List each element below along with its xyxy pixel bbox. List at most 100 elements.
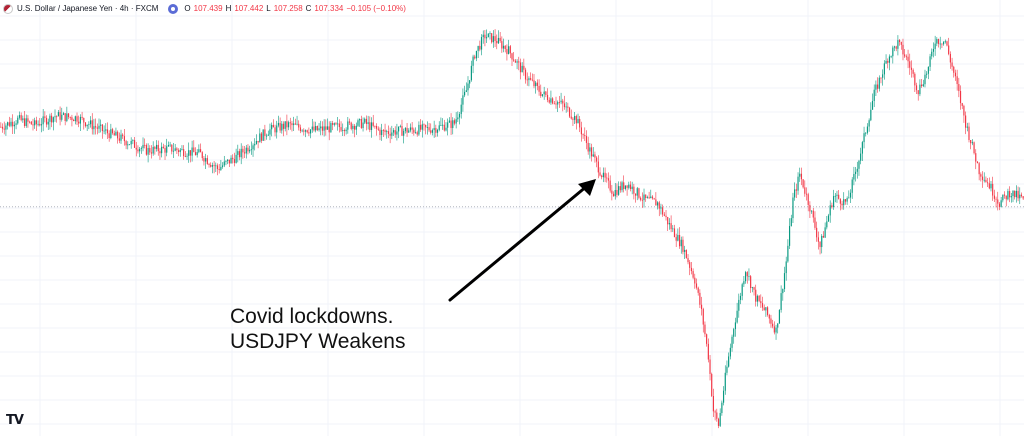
candle-up[interactable]	[79, 116, 81, 124]
candle-up[interactable]	[462, 95, 464, 105]
candle-up[interactable]	[787, 245, 789, 262]
candle-up[interactable]	[926, 73, 928, 75]
candle-down[interactable]	[44, 116, 46, 118]
candle-down[interactable]	[802, 179, 804, 188]
candle-down[interactable]	[993, 195, 995, 199]
candle-up[interactable]	[103, 130, 105, 132]
candle-down[interactable]	[3, 128, 5, 130]
candle-up[interactable]	[225, 160, 227, 162]
candle-up[interactable]	[448, 120, 450, 123]
candle-up[interactable]	[1000, 200, 1002, 207]
candle-down[interactable]	[91, 120, 93, 130]
candle-up[interactable]	[304, 130, 307, 132]
candle-up[interactable]	[296, 123, 298, 125]
candle-down[interactable]	[389, 133, 391, 136]
candle-down[interactable]	[760, 301, 762, 304]
candle-up[interactable]	[897, 40, 899, 49]
candle-down[interactable]	[228, 159, 230, 164]
candle-down[interactable]	[839, 198, 841, 204]
candle-up[interactable]	[643, 194, 645, 201]
candle-down[interactable]	[795, 189, 797, 191]
candle-up[interactable]	[22, 118, 24, 121]
candle-down[interactable]	[609, 180, 611, 191]
candle-up[interactable]	[943, 41, 945, 45]
candle-up[interactable]	[729, 347, 731, 357]
candle-up[interactable]	[223, 161, 225, 166]
candle-up[interactable]	[40, 124, 43, 126]
candle-down[interactable]	[665, 215, 667, 218]
candle-up[interactable]	[128, 144, 131, 146]
candle-down[interactable]	[611, 190, 613, 194]
candle-up[interactable]	[49, 115, 51, 122]
candle-down[interactable]	[242, 148, 244, 153]
candle-down[interactable]	[350, 122, 352, 129]
candle-down[interactable]	[998, 203, 1001, 207]
candle-down[interactable]	[338, 123, 340, 128]
candle-down[interactable]	[509, 46, 511, 54]
candle-down[interactable]	[216, 165, 219, 169]
candle-down[interactable]	[106, 129, 109, 134]
candle-up[interactable]	[756, 295, 759, 302]
candle-up[interactable]	[57, 112, 59, 117]
candle-up[interactable]	[832, 196, 835, 208]
candle-up[interactable]	[142, 144, 144, 149]
candle-up[interactable]	[132, 140, 134, 141]
candle-up[interactable]	[323, 126, 325, 131]
candle-down[interactable]	[575, 116, 577, 124]
candle-up[interactable]	[47, 121, 49, 125]
candle-down[interactable]	[667, 217, 669, 225]
candle-down[interactable]	[951, 62, 953, 67]
candle-up[interactable]	[414, 132, 417, 134]
candle-down[interactable]	[619, 186, 621, 191]
candle-down[interactable]	[558, 102, 560, 103]
candle-down[interactable]	[694, 277, 696, 284]
candle-up[interactable]	[433, 128, 435, 131]
candle-down[interactable]	[299, 127, 302, 132]
candle-down[interactable]	[887, 60, 889, 63]
candle-down[interactable]	[651, 196, 654, 199]
candle-down[interactable]	[416, 132, 418, 135]
candle-up[interactable]	[890, 56, 892, 58]
candle-up[interactable]	[120, 134, 122, 141]
candle-up[interactable]	[426, 127, 428, 128]
candle-up[interactable]	[93, 126, 95, 130]
candle-up[interactable]	[733, 329, 735, 337]
candle-down[interactable]	[523, 65, 525, 70]
candle-down[interactable]	[411, 127, 413, 130]
candle-down[interactable]	[144, 144, 146, 146]
candle-up[interactable]	[281, 123, 283, 131]
candle-up[interactable]	[88, 124, 90, 126]
candle-up[interactable]	[924, 74, 926, 85]
candle-up[interactable]	[326, 126, 329, 130]
candle-up[interactable]	[748, 276, 750, 278]
candle-up[interactable]	[227, 159, 229, 161]
candle-up[interactable]	[230, 157, 232, 164]
candle-up[interactable]	[249, 149, 251, 152]
candle-down[interactable]	[948, 45, 950, 54]
candle-up[interactable]	[276, 125, 278, 133]
candle-down[interactable]	[518, 61, 520, 63]
candle-down[interactable]	[946, 41, 948, 46]
candle-down[interactable]	[203, 158, 205, 162]
candle-up[interactable]	[155, 144, 158, 149]
candle-down[interactable]	[678, 234, 681, 247]
candle-up[interactable]	[37, 123, 39, 125]
candle-down[interactable]	[689, 262, 691, 268]
candle-down[interactable]	[580, 127, 582, 135]
candle-up[interactable]	[318, 128, 320, 131]
candle-down[interactable]	[499, 37, 501, 42]
candle-up[interactable]	[557, 102, 559, 105]
candle-up[interactable]	[311, 126, 313, 130]
candle-up[interactable]	[198, 149, 200, 153]
candle-down[interactable]	[84, 122, 87, 127]
candle-down[interactable]	[638, 188, 640, 198]
candle-down[interactable]	[1014, 190, 1016, 198]
candle-down[interactable]	[20, 115, 22, 121]
candle-up[interactable]	[1010, 196, 1012, 198]
candle-up[interactable]	[516, 61, 518, 63]
candle-down[interactable]	[954, 72, 957, 77]
candle-down[interactable]	[963, 105, 965, 116]
candle-down[interactable]	[484, 34, 486, 39]
candle-down[interactable]	[568, 107, 571, 117]
candle-down[interactable]	[30, 121, 32, 125]
